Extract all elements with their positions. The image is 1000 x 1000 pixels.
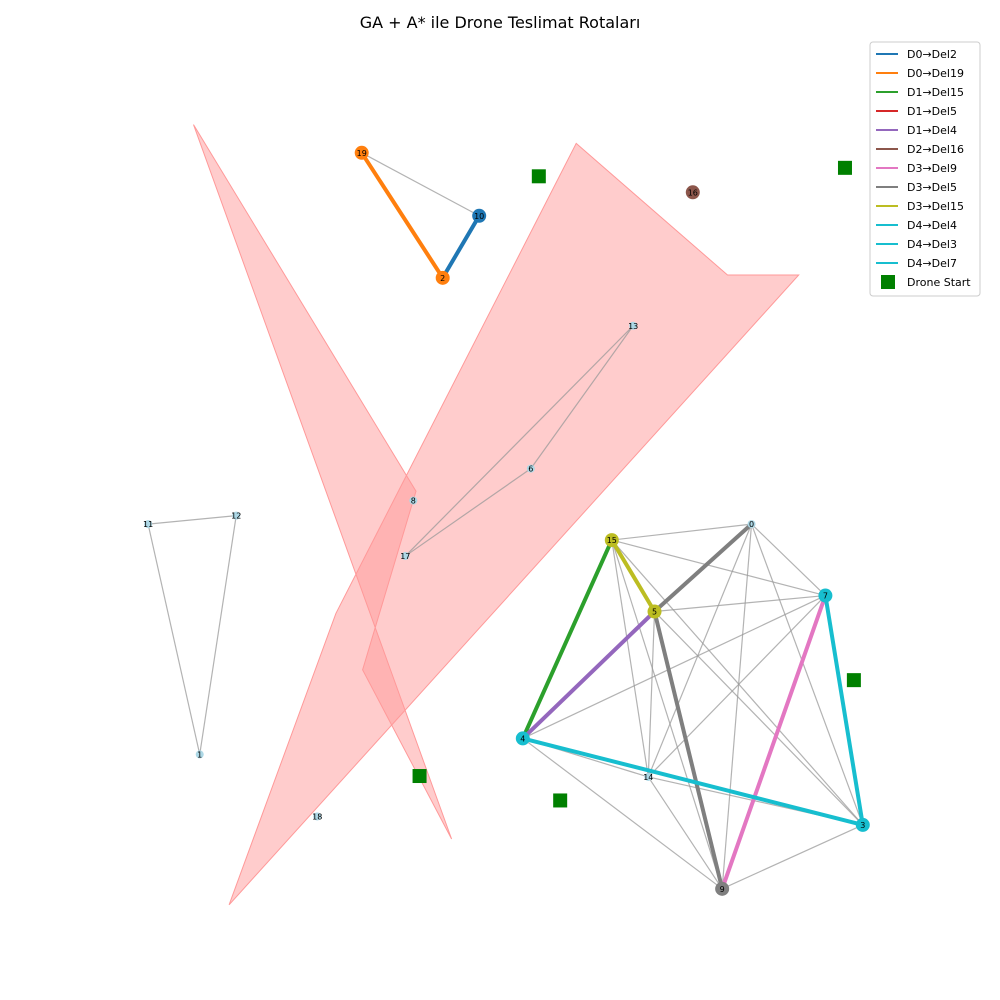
- node-label-11: 11: [143, 520, 153, 529]
- graph-edge-15-3: [611, 539, 864, 826]
- route-line-5: [520, 609, 657, 741]
- legend-label-12: D4→Del7: [907, 257, 957, 270]
- node-9: [715, 881, 730, 896]
- legend-label-8: D3→Del5: [907, 181, 957, 194]
- graph-edge-15-9: [611, 539, 723, 890]
- drone-start-2: [412, 769, 427, 784]
- node-label-19: 19: [357, 149, 367, 158]
- legend-label-2: D0→Del19: [907, 67, 964, 80]
- node-label-14: 14: [643, 773, 653, 782]
- graph-edge-14-9: [647, 776, 723, 890]
- legend-label-10: D4→Del4: [907, 219, 957, 232]
- route-line-2: [359, 150, 445, 280]
- node-5: [647, 604, 662, 619]
- node-label-7: 7: [823, 592, 828, 601]
- node-label-6: 6: [528, 465, 533, 474]
- node-12: [232, 511, 241, 520]
- graph-edge-19-10: [361, 152, 480, 217]
- graph-edge-0-3: [750, 523, 864, 826]
- node-label-4: 4: [520, 734, 525, 743]
- node-11: [144, 520, 153, 529]
- route-line-11: [823, 593, 865, 827]
- legend-frame: [869, 41, 981, 297]
- route-line-1: [440, 213, 482, 280]
- node-8: [409, 496, 418, 505]
- node-label-2: 2: [440, 274, 445, 283]
- node-label-13: 13: [628, 322, 638, 331]
- legend-label-7: D3→Del9: [907, 162, 957, 175]
- drone-start-5: [837, 160, 852, 175]
- graph-edge-5-7: [654, 594, 826, 613]
- no-fly-zones: [193, 124, 800, 906]
- legend-swatch-drone-start: [881, 275, 895, 289]
- node-label-18: 18: [312, 812, 322, 821]
- drone-start-markers: [412, 160, 861, 808]
- legend: D0→Del2 D0→Del19 D1→Del15 D1→Del5 D1→Del4 D2→…: [869, 41, 981, 297]
- graph-edge-9-3: [721, 824, 864, 890]
- drone-start-4: [846, 673, 861, 688]
- graph-edge-4-7: [522, 594, 826, 739]
- node-label-9: 9: [720, 885, 725, 894]
- graph-edge-13-6: [530, 325, 634, 469]
- node-17: [401, 552, 410, 561]
- node-label-10: 10: [474, 212, 484, 221]
- legend-label-4: D1→Del5: [907, 105, 957, 118]
- drone-start-1: [531, 169, 546, 184]
- node-3: [855, 817, 870, 832]
- legend-label-11: D4→Del3: [907, 238, 957, 251]
- graph-edge-0-7: [751, 523, 826, 596]
- graph-edge-15-14: [611, 539, 649, 778]
- graph-edge-6-17: [404, 468, 532, 557]
- node-label-1: 1: [197, 750, 202, 759]
- node-label-17: 17: [400, 552, 410, 561]
- node-label-0: 0: [749, 520, 754, 529]
- node-label-12: 12: [231, 512, 241, 521]
- node-2: [435, 270, 450, 285]
- node-13: [629, 321, 638, 330]
- graph-edge-11-1: [147, 523, 201, 755]
- route-line-10: [520, 736, 865, 827]
- route-line-7: [720, 593, 828, 891]
- legend-label-6: D2→Del16: [907, 143, 964, 156]
- node-label-5: 5: [652, 608, 657, 617]
- graph-edge-0-14: [647, 523, 753, 778]
- node-label-8: 8: [411, 497, 416, 506]
- route-line-3: [520, 538, 614, 741]
- node-1: [195, 750, 204, 759]
- drone-start-3: [553, 793, 568, 808]
- node-0: [747, 520, 756, 529]
- node-label-15: 15: [607, 536, 617, 545]
- graph-edge-15-7: [611, 539, 826, 597]
- graph-edge-5-14: [647, 611, 656, 777]
- legend-label-1: D0→Del2: [907, 48, 957, 61]
- node-18: [313, 812, 322, 821]
- legend-label-drone-start: Drone Start: [907, 276, 971, 289]
- node-label-16: 16: [688, 188, 698, 197]
- node-6: [526, 464, 535, 473]
- node-4: [515, 731, 530, 746]
- graph-edge-5-3: [654, 611, 864, 826]
- node-10: [472, 208, 487, 223]
- graph-edge-7-14: [647, 595, 826, 778]
- graph-edge-13-17: [404, 325, 634, 557]
- legend-label-5: D1→Del4: [907, 124, 957, 137]
- node-label-3: 3: [860, 821, 865, 830]
- graph-edge-15-0: [611, 523, 752, 541]
- node-19: [354, 145, 369, 160]
- node-7: [818, 588, 833, 603]
- legend-label-3: D1→Del15: [907, 86, 964, 99]
- graph-edge-12-1: [199, 515, 237, 755]
- no-fly-zone-2: [228, 142, 800, 906]
- node-16: [685, 185, 700, 200]
- node-15: [604, 533, 619, 548]
- graph-edge-11-12: [148, 515, 237, 525]
- legend-label-9: D3→Del15: [907, 200, 964, 213]
- node-14: [644, 772, 653, 781]
- chart-title: GA + A* ile Drone Teslimat Rotaları: [360, 13, 641, 32]
- graph-edge-0-9: [721, 524, 753, 889]
- graph-edge-4-9: [522, 737, 723, 890]
- route-line-9: [609, 538, 657, 614]
